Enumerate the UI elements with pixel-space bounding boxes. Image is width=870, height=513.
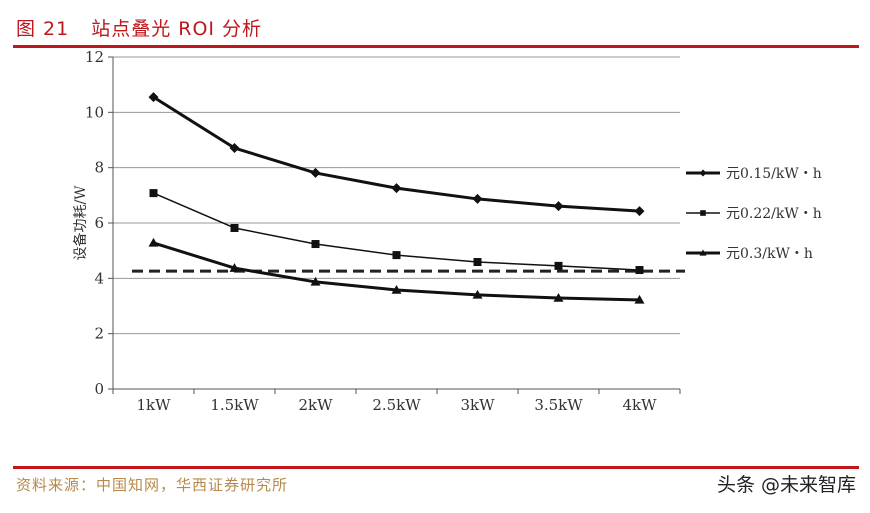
triangle-marker: [553, 292, 564, 302]
gridlines: [113, 56, 680, 335]
y-axis-title: 设备功耗/W: [72, 185, 89, 261]
y-axis-tick-labels: 0 2 4 6 8 10 12: [85, 48, 104, 398]
axes: [108, 56, 681, 394]
top-divider: [13, 45, 859, 48]
diamond-marker: [553, 201, 564, 212]
triangle-marker: [391, 284, 402, 294]
x-axis-tick-labels: 1kW 1.5kW 2kW 2.5kW 3kW 3.5kW 4kW: [136, 396, 657, 414]
legend-item: 元0.15/kW・h: [686, 166, 822, 182]
y-tick-label: 4: [94, 269, 104, 287]
triangle-marker: [699, 249, 707, 256]
x-tick-label: 1kW: [136, 396, 171, 414]
x-tick-label: 1.5kW: [210, 396, 259, 414]
figure-title: 图 21 站点叠光 ROI 分析: [16, 14, 262, 41]
triangle-marker: [148, 237, 159, 247]
watermark: 头条 @未来智库: [716, 474, 856, 496]
triangle-marker: [472, 289, 483, 299]
triangle-marker: [634, 294, 645, 304]
y-tick-label: 0: [94, 380, 104, 398]
y-tick-label: 8: [94, 159, 104, 177]
figure-title-text: 站点叠光 ROI 分析: [91, 18, 263, 40]
series-square: [149, 189, 644, 275]
triangle-marker: [310, 276, 321, 286]
square-marker: [473, 258, 482, 267]
diamond-marker: [391, 183, 402, 194]
y-tick-label: 12: [85, 48, 104, 66]
square-marker: [311, 240, 320, 249]
bottom-divider: [13, 466, 859, 469]
square-marker: [230, 223, 239, 232]
x-tick-label: 2kW: [298, 396, 333, 414]
diamond-marker: [148, 92, 159, 103]
legend-item: 元0.22/kW・h: [686, 206, 822, 222]
x-tick-label: 2.5kW: [372, 396, 421, 414]
series-triangle: [148, 237, 645, 304]
y-tick-label: 10: [85, 103, 104, 121]
legend-label: 元0.22/kW・h: [726, 206, 822, 222]
figure-number: 图 21: [16, 18, 70, 40]
diamond-marker: [472, 193, 483, 204]
diamond-marker: [634, 206, 645, 217]
series-diamond: [148, 92, 645, 217]
source-note: 资料来源：中国知网，华西证券研究所: [16, 476, 289, 494]
legend: 元0.15/kW・h 元0.22/kW・h 元0.3/kW・h: [686, 166, 822, 262]
x-tick-label: 4kW: [622, 396, 657, 414]
legend-item: 元0.3/kW・h: [686, 246, 813, 262]
triangle-marker: [229, 263, 240, 272]
square-marker: [149, 189, 158, 198]
square-marker: [700, 210, 706, 216]
y-tick-label: 6: [94, 214, 104, 232]
square-marker: [635, 266, 644, 275]
square-marker: [554, 261, 563, 270]
x-tick-label: 3kW: [460, 396, 495, 414]
legend-label: 元0.15/kW・h: [726, 166, 822, 182]
legend-label: 元0.3/kW・h: [726, 246, 813, 262]
data-series: [148, 92, 645, 304]
series-line: [152, 95, 640, 213]
diamond-marker: [310, 167, 321, 178]
x-tick-label: 3.5kW: [534, 396, 583, 414]
square-marker: [392, 251, 401, 260]
diamond-marker: [699, 169, 707, 177]
diamond-marker: [229, 143, 240, 154]
y-tick-label: 2: [94, 325, 104, 343]
